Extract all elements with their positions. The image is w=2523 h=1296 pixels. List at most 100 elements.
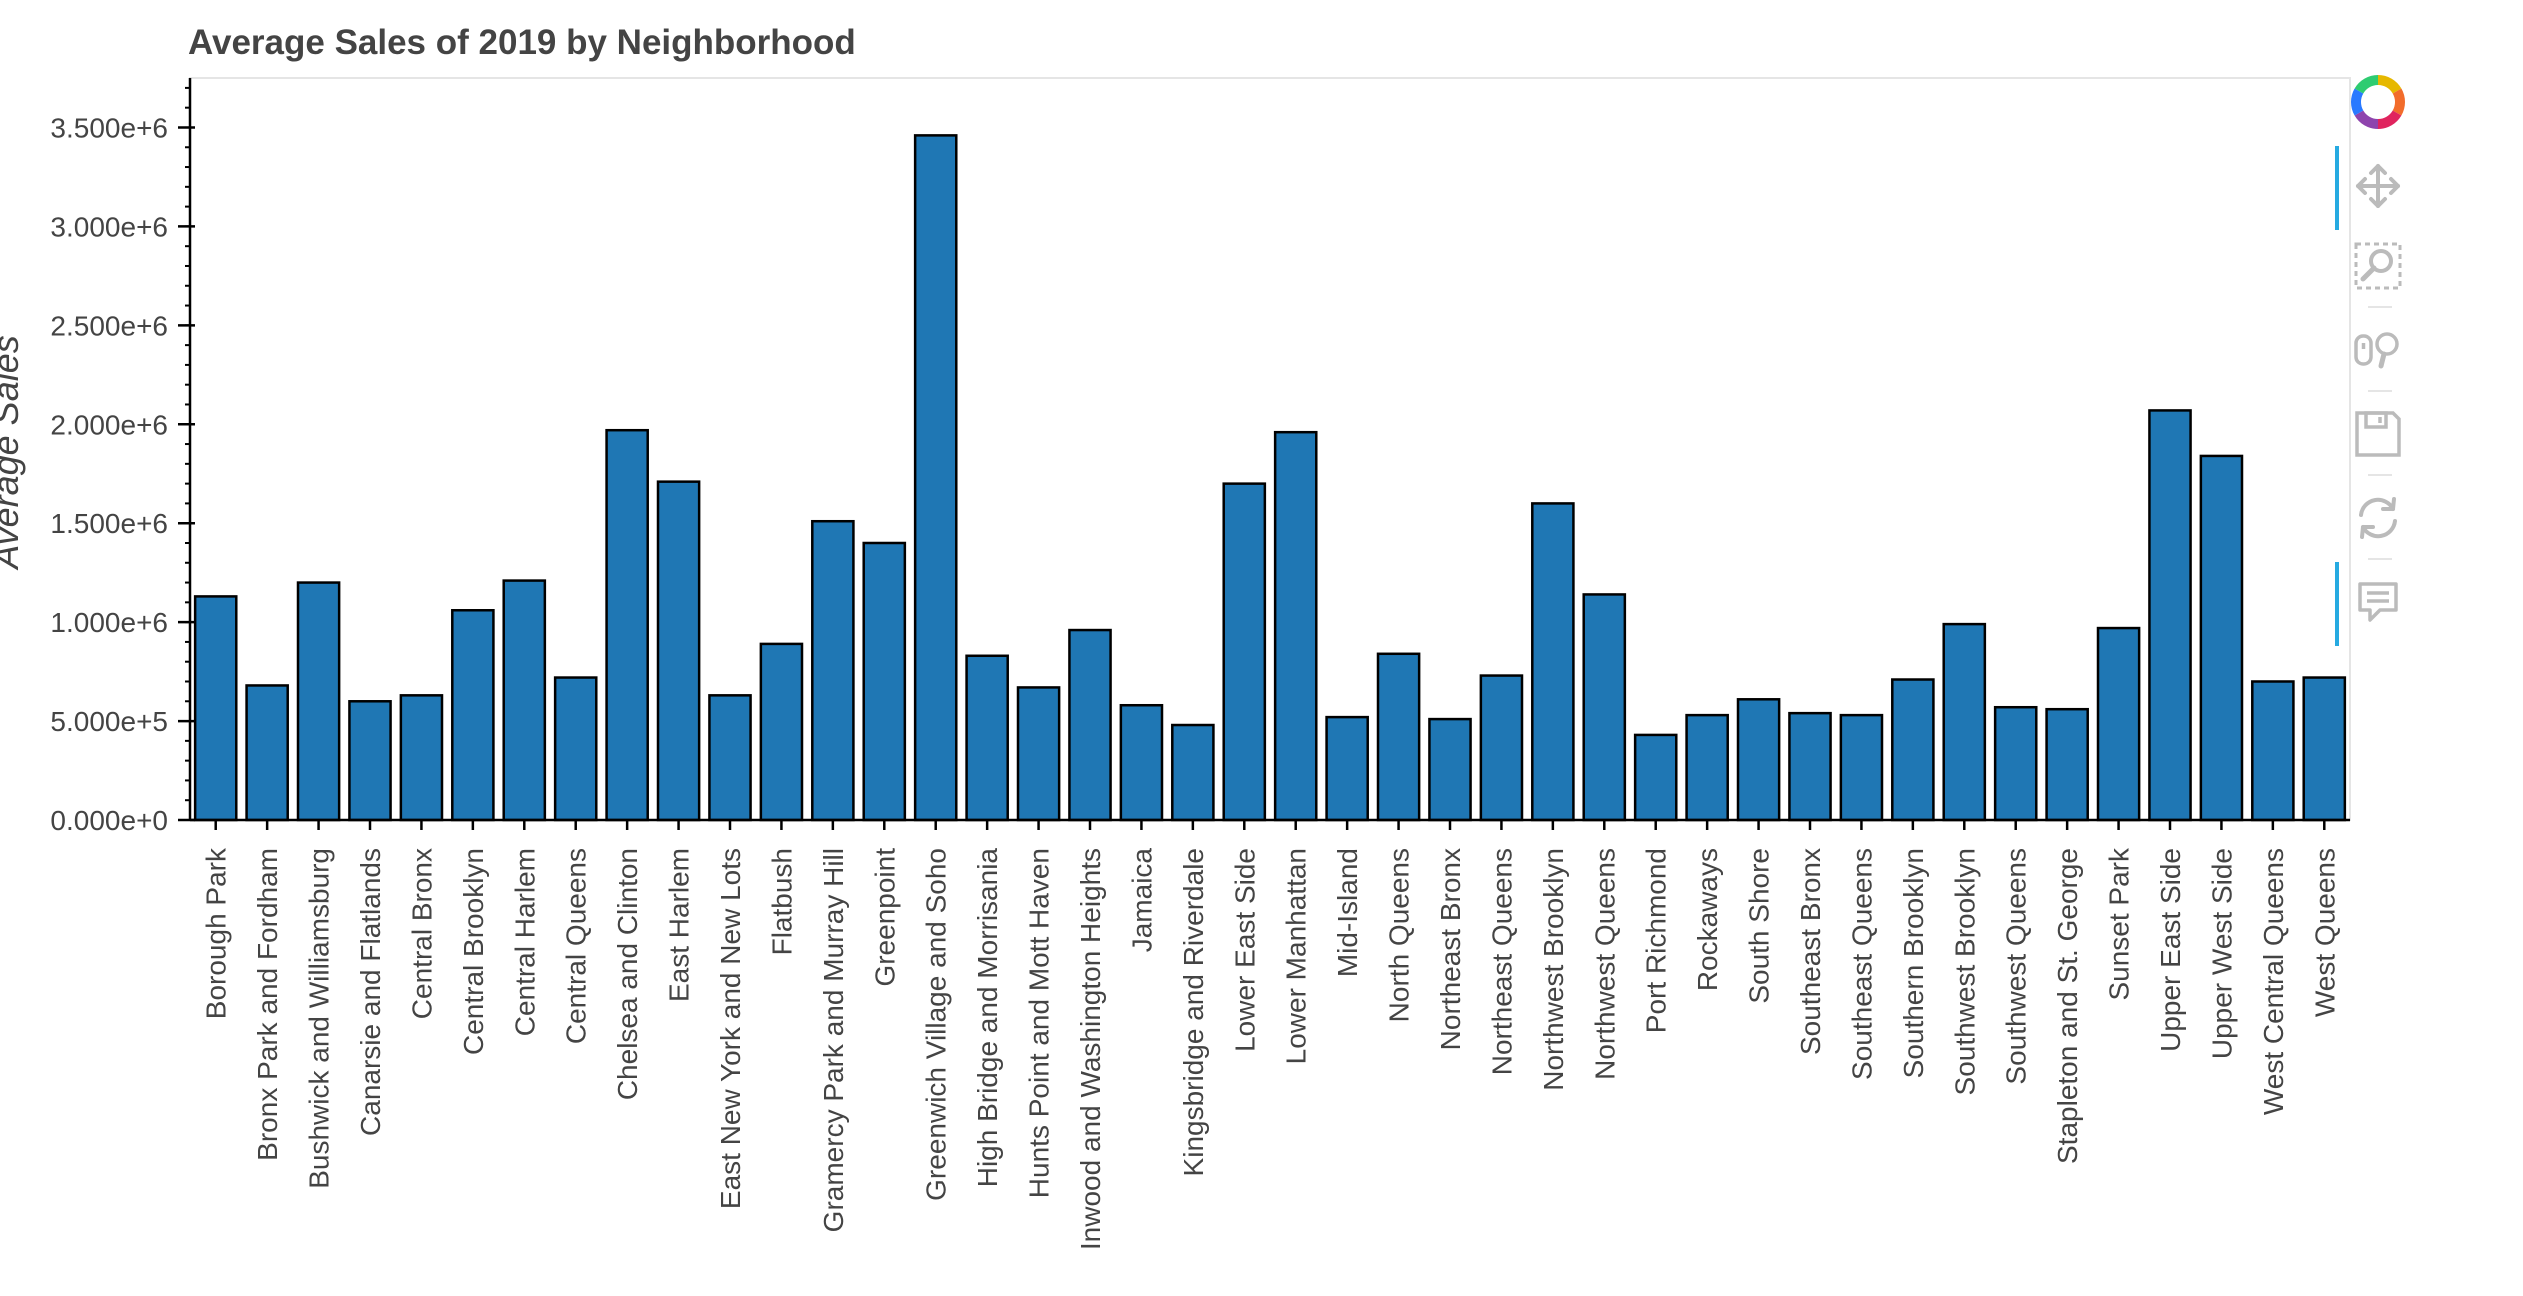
x-tick-label: Canarsie and Flatlands <box>355 848 386 1136</box>
save-tool-button[interactable] <box>2338 400 2418 472</box>
bar <box>245 684 289 822</box>
x-axis: Borough Park Bronx Park and Fordham Bushwi… <box>190 818 2350 1250</box>
x-tick-label: Lower Manhattan <box>1281 848 1312 1064</box>
x-tick-label: Central Brooklyn <box>458 848 489 1055</box>
x-tick-label: Greenpoint <box>869 848 900 987</box>
reset-tool-button[interactable] <box>2338 484 2418 556</box>
bar <box>1428 717 1472 822</box>
x-tick-label: Central Queens <box>561 848 592 1044</box>
y-tick-label: 1.500e+6 <box>50 508 168 539</box>
bar <box>1119 703 1164 822</box>
x-tick-label: Sunset Park <box>2104 847 2135 1001</box>
x-tick-label: Central Harlem <box>509 848 540 1036</box>
bar <box>862 541 907 822</box>
toolbar-separator <box>2368 558 2392 560</box>
bar <box>1839 713 1884 822</box>
bar <box>193 595 238 822</box>
x-tick-label: East New York and New Lots <box>715 848 746 1209</box>
bar <box>1582 593 1627 822</box>
x-tick-label: East Harlem <box>664 848 695 1002</box>
bokeh-logo-icon <box>2349 73 2407 136</box>
toolbar-separator <box>2368 390 2392 392</box>
y-tick-label: 2.500e+6 <box>50 310 168 341</box>
bar <box>656 480 701 822</box>
pan-tool-button[interactable] <box>2338 152 2418 224</box>
hover-icon <box>2356 580 2400 629</box>
bar <box>759 642 804 822</box>
bar <box>2199 454 2244 822</box>
bar <box>2148 409 2192 822</box>
x-tick-label: Southern Brooklyn <box>1898 848 1929 1078</box>
chart-title: Average Sales of 2019 by Neighborhood <box>188 23 856 62</box>
y-tick-label: 2.000e+6 <box>50 409 168 440</box>
x-tick-label: Southeast Bronx <box>1795 848 1826 1055</box>
x-tick-label: Gramercy Park and Murray Hill <box>818 848 849 1232</box>
x-tick-label: North Queens <box>1384 848 1415 1022</box>
reset-icon <box>2353 493 2403 548</box>
x-tick-label: Flatbush <box>766 848 797 955</box>
hover-tool-button[interactable] <box>2338 568 2418 640</box>
x-tick-label: West Central Queens <box>2258 848 2289 1115</box>
toolbar-separator <box>2368 306 2392 308</box>
x-tick-label: West Queens <box>2309 848 2340 1017</box>
x-tick-label: Mid-Island <box>1332 848 1363 977</box>
bar <box>2251 680 2295 822</box>
hover-active-indicator <box>2335 562 2339 646</box>
bar <box>913 134 958 822</box>
x-tick-label: Bronx Park and Fordham <box>252 848 283 1161</box>
x-tick-label: Greenwich Village and Soho <box>921 848 952 1201</box>
x-tick-label: Port Richmond <box>1641 848 1672 1033</box>
bar <box>811 519 855 822</box>
bar <box>1171 723 1215 822</box>
x-tick-label: Upper East Side <box>2155 848 2186 1052</box>
bar <box>2045 707 2089 822</box>
y-tick-label: 3.000e+6 <box>50 211 168 242</box>
x-tick-label: Stapleton and St. George <box>2052 848 2083 1164</box>
y-tick-label: 3.500e+6 <box>50 112 168 143</box>
bar <box>1633 733 1678 822</box>
y-axis: 0.000e+0 5.000e+5 1.000e+6 1.500e+6 2.000e+6… <box>50 78 195 836</box>
x-tick-label: Northwest Queens <box>1589 848 1620 1080</box>
x-tick-label: Northeast Bronx <box>1435 848 1466 1050</box>
x-tick-label: Southwest Brooklyn <box>1949 848 1980 1095</box>
bar <box>2096 626 2141 822</box>
x-tick-label: Upper West Side <box>2206 848 2237 1059</box>
y-axis-label: Average Sales <box>0 335 26 571</box>
save-icon <box>2353 409 2403 464</box>
box-zoom-tool-button[interactable] <box>2338 232 2418 304</box>
wheel-zoom-tool-button[interactable] <box>2338 316 2418 388</box>
bar <box>1993 705 2038 822</box>
y-tick-label: 5.000e+5 <box>50 706 168 737</box>
bar <box>1788 711 1832 822</box>
bar <box>502 579 547 822</box>
bar <box>553 676 598 822</box>
bar <box>1068 628 1112 822</box>
pan-active-indicator <box>2335 146 2339 230</box>
y-tick-label: 0.000e+0 <box>50 805 168 836</box>
x-tick-label: Kingsbridge and Riverdale <box>1178 848 1209 1176</box>
bar <box>1891 678 1935 822</box>
bars-group <box>193 134 2347 822</box>
bokeh-logo-button[interactable] <box>2338 68 2418 140</box>
x-tick-label: High Bridge and Morrisania <box>972 848 1003 1188</box>
bar <box>348 700 392 822</box>
bar <box>399 694 444 822</box>
x-tick-label: Northwest Brooklyn <box>1538 848 1569 1091</box>
bar <box>1325 715 1369 822</box>
x-tick-label: Borough Park <box>201 847 232 1019</box>
bar <box>1273 430 1318 822</box>
wheel-zoom-icon <box>2353 328 2403 377</box>
bar <box>1222 482 1267 822</box>
bar <box>1016 686 1061 822</box>
x-tick-label: Chelsea and Clinton <box>612 848 643 1100</box>
bar <box>451 609 495 822</box>
bar <box>1942 622 1987 822</box>
x-tick-label: Jamaica <box>1126 848 1157 953</box>
bar <box>605 428 649 822</box>
x-tick-label: Southwest Queens <box>2001 848 2032 1085</box>
x-tick-label: Lower East Side <box>1229 848 1260 1052</box>
x-tick-label: Central Bronx <box>406 848 437 1019</box>
bar <box>708 694 752 822</box>
